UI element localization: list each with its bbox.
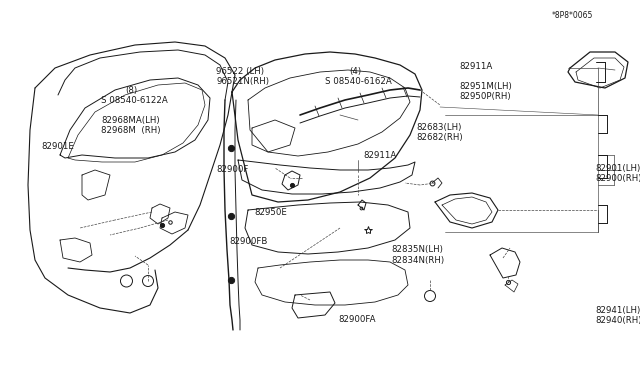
Text: (4): (4) bbox=[349, 67, 361, 76]
Text: 82900FA: 82900FA bbox=[339, 315, 376, 324]
Text: 82911A: 82911A bbox=[364, 151, 397, 160]
Text: *8P8*0065: *8P8*0065 bbox=[552, 11, 593, 20]
Text: 82835N(LH): 82835N(LH) bbox=[392, 246, 444, 254]
Text: 82900F: 82900F bbox=[216, 165, 249, 174]
Text: 82900FB: 82900FB bbox=[229, 237, 268, 246]
Text: 82834N(RH): 82834N(RH) bbox=[392, 256, 445, 265]
Text: 82950P(RH): 82950P(RH) bbox=[460, 92, 511, 101]
Text: 82941(LH): 82941(LH) bbox=[595, 306, 640, 315]
Text: S 08540-6122A: S 08540-6122A bbox=[101, 96, 168, 105]
Text: 82940(RH): 82940(RH) bbox=[595, 316, 640, 325]
Text: S 08540-6162A: S 08540-6162A bbox=[325, 77, 392, 86]
Text: 82951M(LH): 82951M(LH) bbox=[460, 82, 512, 91]
Text: 96522 (LH): 96522 (LH) bbox=[216, 67, 264, 76]
Text: 82950E: 82950E bbox=[255, 208, 287, 217]
Text: 82901E: 82901E bbox=[42, 142, 74, 151]
Text: 82682(RH): 82682(RH) bbox=[416, 133, 463, 142]
Text: 96521N(RH): 96521N(RH) bbox=[216, 77, 269, 86]
Text: 82968MA(LH): 82968MA(LH) bbox=[101, 116, 160, 125]
Text: 82968M  (RH): 82968M (RH) bbox=[101, 126, 161, 135]
Text: 82911A: 82911A bbox=[460, 62, 493, 71]
Text: 82900(RH): 82900(RH) bbox=[595, 174, 640, 183]
Text: 82683(LH): 82683(LH) bbox=[416, 123, 461, 132]
Text: 82901(LH): 82901(LH) bbox=[595, 164, 640, 173]
Text: (8): (8) bbox=[125, 86, 137, 95]
